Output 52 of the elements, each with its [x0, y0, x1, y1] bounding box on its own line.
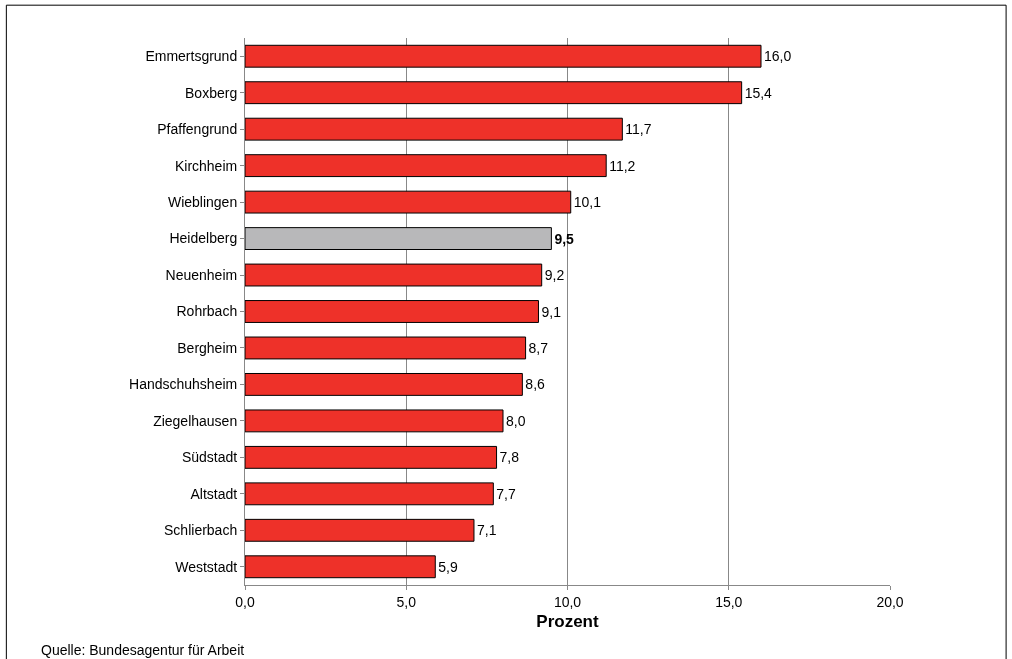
- y-tick-label: Boxberg: [185, 84, 238, 101]
- y-tick-label: Bergheim: [177, 339, 238, 356]
- y-tick-label: Schlierbach: [164, 522, 238, 539]
- data-label: 16,0: [764, 48, 792, 65]
- y-tick-label: Rohrbach: [176, 303, 238, 320]
- y-tick-label: Ziegelhausen: [153, 412, 238, 429]
- y-tick-label: Südstadt: [181, 449, 238, 466]
- bar: [245, 482, 494, 506]
- x-tick-label: 20,0: [876, 593, 904, 610]
- data-label: 8,0: [506, 412, 526, 429]
- data-label: 8,7: [528, 339, 549, 356]
- bar: [245, 555, 436, 579]
- data-label: 9,2: [544, 267, 565, 284]
- y-tick-label: Pfaffengrund: [157, 121, 238, 138]
- data-label: 15,4: [744, 84, 773, 101]
- y-tick-label: Kirchheim: [174, 157, 238, 174]
- x-tick-label: 0,0: [235, 593, 255, 610]
- data-label: 11,2: [609, 157, 636, 174]
- data-label: 9,1: [541, 303, 562, 320]
- source-note: Quelle: Bundesagentur für Arbeit: [41, 642, 245, 658]
- bar: [245, 518, 475, 542]
- bar: [245, 300, 539, 323]
- data-label: 9,5: [554, 230, 575, 247]
- y-tick-label: Heidelberg: [169, 230, 238, 247]
- data-label: 5,9: [438, 558, 458, 575]
- data-label: 7,1: [476, 522, 497, 539]
- y-tick-label: Emmertsgrund: [145, 48, 238, 65]
- bar: [245, 263, 543, 287]
- y-tick-label: Wieblingen: [167, 194, 238, 210]
- bar: [245, 227, 552, 251]
- x-tick-label: 10,0: [553, 593, 582, 610]
- x-axis-title: Prozent: [536, 612, 600, 632]
- bar: [245, 190, 572, 214]
- bar: [245, 336, 527, 360]
- y-tick-label: Weststadt: [175, 558, 238, 575]
- bar: [245, 117, 623, 141]
- bar: [245, 81, 743, 105]
- bar: [245, 409, 504, 433]
- data-label: 8,6: [525, 376, 546, 393]
- x-tick-label: 5,0: [396, 593, 417, 610]
- bar: [245, 154, 607, 178]
- bar: [245, 44, 762, 68]
- data-label: 11,7: [625, 121, 652, 138]
- bar: [245, 445, 498, 469]
- data-label: 7,7: [496, 485, 517, 502]
- data-label: 10,1: [573, 194, 602, 211]
- x-tick-label: 15,0: [715, 593, 743, 610]
- y-tick-label: Altstadt: [190, 485, 238, 502]
- bar: [245, 372, 523, 396]
- y-tick-label: Neuenheim: [165, 266, 238, 283]
- data-label: 7,8: [499, 449, 520, 466]
- y-tick-label: Handschuhsheim: [129, 376, 238, 393]
